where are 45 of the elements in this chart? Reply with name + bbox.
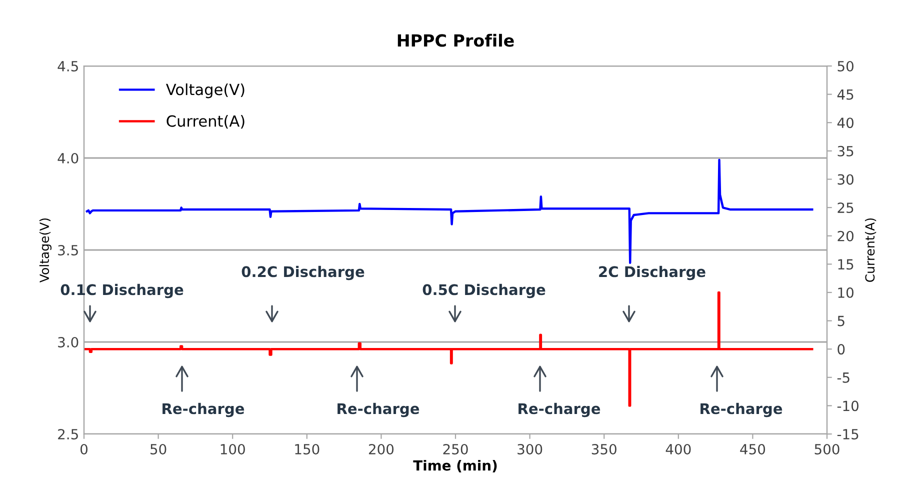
y2-tick-label: 40 [837,118,854,128]
x-tick-label: 100 [220,444,245,454]
annotation: 0.5C Discharge [422,284,546,298]
x-tick-label: 0 [80,444,88,454]
y2-tick-label: 5 [838,316,844,326]
y2-tick-label: -5 [837,372,850,383]
y-tick-label: 3.0 [58,336,78,348]
legend-label: Current(A) [166,115,244,129]
y-tick-label: 4.0 [58,152,78,164]
y2-axis-title: Current(A) [864,218,876,282]
y2-tick-label: 20 [838,230,854,242]
y-tick-label: 4.5 [58,61,78,72]
y2-tick-label: 10 [838,287,854,298]
annotation: Re-charge [162,402,244,418]
x-tick-label: 250 [443,444,468,454]
y-axis-title: Voltage(V) [39,218,52,282]
annotation: 0.1C Discharge [60,284,184,298]
annotation: Re-charge [518,402,600,418]
y2-tick-label: 15 [838,259,854,270]
legend-label: Voltage(V) [166,83,244,98]
x-axis-title: Time (min) [413,460,497,472]
y2-tick-label: -10 [837,400,858,412]
x-tick-label: 400 [666,444,691,454]
y2-tick-label: 25 [838,202,854,214]
y2-tick-label: -15 [837,429,858,440]
x-tick-label: 450 [740,444,766,454]
x-tick-label: 300 [518,444,542,454]
y2-tick-label: 45 [837,89,854,100]
y2-tick-label: 50 [838,60,854,72]
y2-tick-label: 0 [838,344,845,355]
x-tick-label: 350 [592,444,616,454]
y-tick-label: 2.5 [58,428,78,440]
line-series [86,158,814,264]
x-tick-label: 200 [368,444,394,454]
chart-title: HPPC Profile [398,34,514,47]
y-tick-label: 3.5 [58,244,78,256]
annotation: Re-charge [338,402,420,418]
x-tick-label: 50 [150,444,166,454]
y2-tick-label: 35 [838,146,854,156]
y2-tick-label: 30 [838,174,854,185]
annotation: Re-charge [700,402,782,418]
x-tick-label: 150 [295,444,320,454]
x-tick-label: 500 [814,444,840,454]
annotation: 0.2C Discharge [242,266,364,280]
annotation: 2C Discharge [599,266,706,280]
